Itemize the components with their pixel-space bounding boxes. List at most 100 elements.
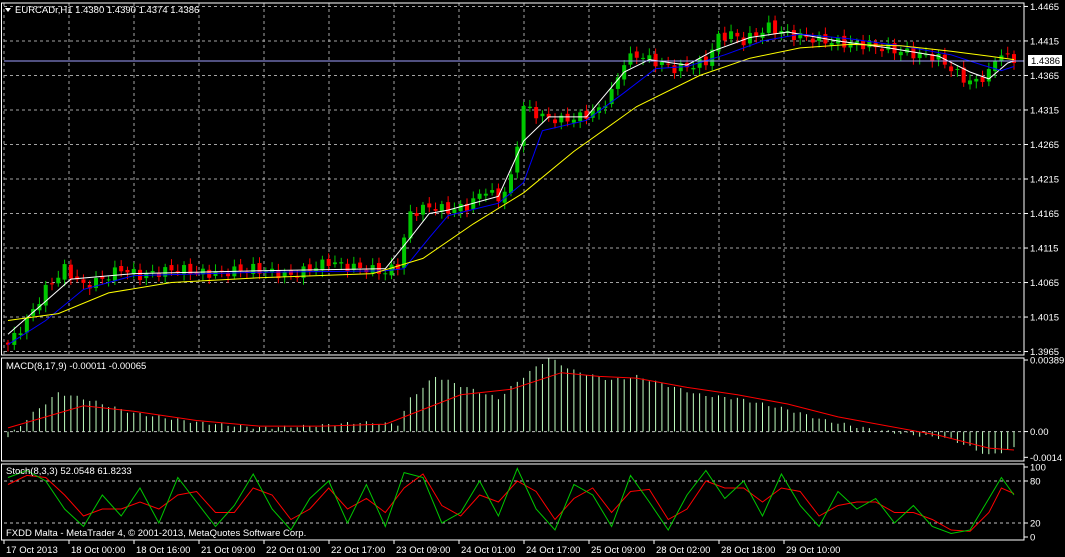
candles — [6, 15, 1016, 352]
bull-candle — [986, 69, 991, 82]
bull-candle — [471, 198, 476, 210]
bull-candle — [282, 271, 287, 277]
bear-candle — [741, 37, 746, 46]
time-tick-label: 23 Oct 09:00 — [396, 545, 450, 556]
bull-candle — [490, 190, 495, 193]
bull-candle — [383, 273, 388, 275]
bear-candle — [553, 119, 558, 124]
bull-candle — [729, 31, 734, 40]
bear-candle — [961, 67, 966, 83]
bull-candle — [131, 268, 136, 275]
bull-candle — [439, 204, 444, 212]
bull-candle — [515, 146, 520, 173]
bear-candle — [672, 65, 677, 74]
bear-candle — [1005, 53, 1010, 55]
bull-candle — [106, 279, 111, 281]
bull-candle — [200, 268, 205, 275]
bear-candle — [50, 283, 55, 285]
bull-candle — [615, 77, 620, 89]
bear-candle — [119, 265, 124, 272]
bear-candle — [1012, 54, 1016, 64]
macd-panel[interactable] — [4, 357, 1024, 455]
bull-candle — [710, 49, 715, 66]
bull-candle — [641, 57, 646, 59]
price-tick-label: 1.3965 — [1030, 347, 1059, 358]
stoch-tick-label: 20 — [1030, 519, 1041, 530]
bear-candle — [433, 209, 438, 211]
bull-candle — [697, 58, 702, 68]
macd-axis-labels: 0.00389 0.00 -0.0014 — [1024, 356, 1064, 464]
bear-candle — [735, 32, 740, 37]
price-tick-label: 1.4165 — [1030, 209, 1059, 220]
bull-candle — [691, 67, 696, 70]
price-panel[interactable] — [4, 15, 1024, 352]
dropdown-arrow-icon[interactable] — [5, 8, 11, 12]
bear-candle — [307, 264, 312, 271]
bull-candle — [766, 22, 771, 33]
stoch-tick-label: 100 — [1030, 463, 1046, 474]
bull-candle — [483, 193, 488, 196]
macd-signal-line — [7, 372, 1015, 451]
bear-candle — [6, 342, 10, 345]
bear-candle — [295, 276, 300, 278]
bear-candle — [464, 203, 469, 212]
stoch-tick-label: 0 — [1030, 533, 1035, 544]
bear-candle — [169, 265, 174, 271]
stochastic-panel[interactable] — [4, 467, 1024, 535]
moving-averages — [7, 31, 1015, 346]
macd-tick-label: 0.00 — [1030, 427, 1049, 438]
time-tick-label: 29 Oct 10:00 — [786, 545, 840, 556]
bull-candle — [955, 68, 960, 70]
price-tick-label: 1.4215 — [1030, 175, 1059, 186]
bear-candle — [288, 270, 293, 275]
bull-candle — [798, 32, 803, 39]
time-tick-label: 22 Oct 17:00 — [331, 545, 385, 556]
bull-candle — [509, 174, 513, 193]
bear-candle — [414, 213, 419, 216]
time-axis-labels: 17 Oct 2013 18 Oct 00:00 18 Oct 16:00 21 Oc… — [3, 540, 840, 556]
bear-candle — [276, 270, 281, 279]
bear-candle — [565, 113, 570, 122]
bear-candle — [238, 264, 243, 272]
watermark: FXDD Malta - MetaTrader 4, © 2001-2013, … — [6, 528, 306, 539]
bull-candle — [251, 263, 256, 274]
bear-candle — [810, 38, 815, 43]
bull-candle — [967, 80, 972, 85]
time-tick-label: 28 Oct 02:00 — [656, 545, 710, 556]
price-axis-labels: 1.4465 1.4415 1.4365 1.4315 1.4265 1.4215 1.41… — [1024, 2, 1059, 358]
current-price-marker: 1.4386 — [1028, 55, 1062, 67]
bull-candle — [993, 60, 998, 72]
bull-candle — [18, 333, 23, 335]
stoch-axis-labels: 100 80 20 0 — [1024, 463, 1046, 544]
bull-candle — [559, 115, 564, 123]
symbol-header: EURCADr,H1 1.4380 1.4390 1.4374 1.4386 — [15, 5, 199, 16]
bull-candle — [829, 43, 834, 46]
time-tick-label: 22 Oct 01:00 — [266, 545, 320, 556]
bull-candle — [408, 211, 413, 239]
bear-candle — [81, 279, 86, 283]
bear-candle — [427, 203, 432, 208]
stoch-title: Stoch(8,3,3) 52.0548 61.8233 — [6, 466, 132, 477]
bear-candle — [358, 262, 363, 269]
bull-candle — [94, 277, 99, 289]
yellow-moving-average — [7, 43, 1015, 321]
bull-candle — [716, 33, 721, 52]
bull-candle — [420, 204, 425, 215]
bull-candle — [351, 263, 356, 270]
bear-candle — [534, 107, 539, 119]
bull-candle — [332, 262, 337, 265]
bear-candle — [666, 63, 671, 65]
bull-candle — [540, 113, 545, 117]
bull-candle — [571, 119, 576, 123]
bull-candle — [458, 203, 463, 212]
bull-candle — [56, 277, 61, 284]
bear-candle — [722, 32, 727, 41]
bull-candle — [609, 88, 614, 105]
bull-candle — [659, 61, 664, 65]
bear-candle — [446, 202, 451, 214]
bull-candle — [747, 32, 752, 44]
stoch-frame — [1, 463, 1025, 541]
bull-candle — [182, 265, 187, 274]
bull-candle — [597, 107, 602, 113]
